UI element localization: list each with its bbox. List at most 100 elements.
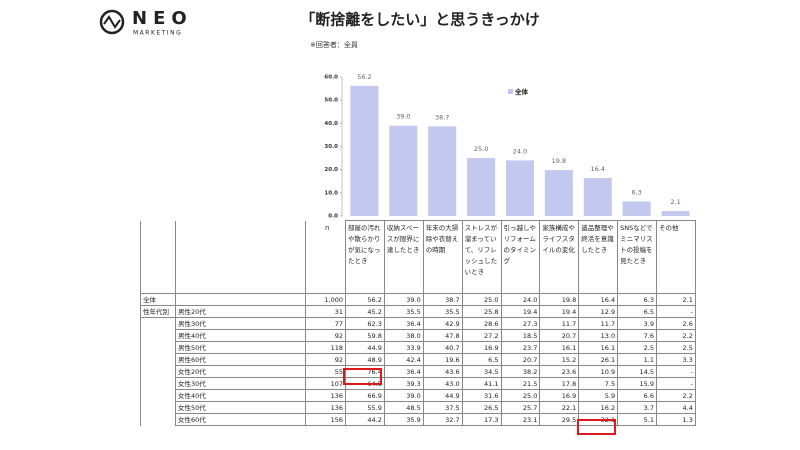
table-cell: 13.0 <box>578 329 619 342</box>
value-label: 25.0 <box>474 145 488 153</box>
bar <box>544 170 573 216</box>
table-row: 全体 1,000 56.2 39.0 38.7 25.0 24.0 19.8 16.4 6.3 2.… <box>140 293 696 306</box>
value-label: 38.7 <box>435 113 449 121</box>
table-cell: 29.5 <box>539 413 580 426</box>
table-cell: 47.8 <box>422 329 463 342</box>
table-cell: 17.8 <box>539 377 580 390</box>
table-cell: 26.1 <box>578 353 619 366</box>
bar <box>389 125 418 216</box>
table-cell <box>140 353 176 366</box>
logo-tagline: MARKETING <box>133 30 182 37</box>
table-cell: 31 <box>305 305 346 318</box>
table-cell: 16.1 <box>539 341 580 354</box>
table-cell: 男性20代 <box>175 305 306 318</box>
table-cell: 21.5 <box>500 377 541 390</box>
table-cell <box>175 293 306 306</box>
table-cell: 43.6 <box>422 365 463 378</box>
y-tick-label: 0.0 <box>328 214 338 220</box>
y-tick-label: 20.0 <box>324 167 338 173</box>
table-cell: 40.7 <box>422 341 463 354</box>
table-cell: 3.9 <box>617 317 657 330</box>
table-cell: 6.5 <box>461 353 502 366</box>
table-cell: 6.6 <box>617 389 657 402</box>
table-cell: 女性50代 <box>175 401 306 414</box>
table-cell <box>140 220 176 294</box>
table-cell <box>140 377 176 390</box>
table-cell: 2.1 <box>656 293 696 306</box>
table-cell: 77 <box>305 317 346 330</box>
table-cell: 19.4 <box>539 305 580 318</box>
value-label: 2.1 <box>670 198 680 206</box>
table-cell: 15.9 <box>617 377 657 390</box>
table-cell <box>140 365 176 378</box>
table-cell: 48.5 <box>383 401 424 414</box>
logo-icon-line <box>103 15 121 29</box>
table-cell: 17.3 <box>461 413 502 426</box>
table-cell: 女性20代 <box>175 365 306 378</box>
table-cell: 6.3 <box>617 293 657 306</box>
table-cell: 12.9 <box>578 305 619 318</box>
table-cell <box>140 317 176 330</box>
table-cell: 男性30代 <box>175 317 306 330</box>
table-cell: 39.0 <box>383 389 424 402</box>
bar <box>661 211 690 216</box>
table-cell: 女性40代 <box>175 389 306 402</box>
table-cell: 55.9 <box>345 401 385 414</box>
table-cell <box>140 329 176 342</box>
table-cell: 3.3 <box>656 353 696 366</box>
table-cell: 性年代別 <box>140 305 176 318</box>
table-cell: 23.7 <box>500 341 541 354</box>
table-cell: 11.7 <box>578 317 619 330</box>
table-row: 女性60代 156 44.2 35.9 32.7 17.3 23.1 29.5 32.1 5.1 1… <box>140 413 696 426</box>
table-cell: 56.2 <box>345 293 385 306</box>
table: 部屋の汚れや散らかりが気になったとき 収納スペースが限界に達したとき 年末の大掃除や… <box>140 220 696 426</box>
table-row: 女性30代 107 64.5 39.3 43.0 41.1 21.5 17.8 7.5 15.9- <box>140 377 696 390</box>
table-cell: 35.5 <box>383 305 424 318</box>
table-cell: 42.9 <box>422 317 463 330</box>
table-cell: 4.4 <box>656 401 696 414</box>
value-label: 39.0 <box>396 113 410 121</box>
table-cell: 41.1 <box>461 377 502 390</box>
table-cell: 6.5 <box>617 305 657 318</box>
table-cell: 遺品整理や終活を意識したとき <box>578 220 619 294</box>
table-cell: 11.7 <box>539 317 580 330</box>
table-cell: 部屋の汚れや散らかりが気になったとき <box>345 220 385 294</box>
table-cell: 20.7 <box>500 353 541 366</box>
value-label: 19.8 <box>552 157 566 165</box>
table-cell: 59.8 <box>345 329 385 342</box>
table-row: 男性60代 92 48.9 42.4 19.6 6.5 20.7 15.2 26.1 1.1 3.3 <box>140 353 696 366</box>
table-cell <box>140 401 176 414</box>
table-cell: 全体 <box>140 293 176 306</box>
table-cell: 引っ越しやリフォームのタイミング <box>500 220 541 294</box>
table-cell: 18.5 <box>500 329 541 342</box>
table-row: 男性30代 77 62.3 36.4 42.9 28.6 27.3 11.7 11.7 3.9 2.… <box>140 317 696 330</box>
table-cell: 19.6 <box>422 353 463 366</box>
legend-swatch <box>508 89 513 94</box>
table-cell: 家族構成やライフスタイルの変化 <box>539 220 580 294</box>
table-cell: 25.8 <box>461 305 502 318</box>
table-cell: 女性30代 <box>175 377 306 390</box>
table-cell: 38.7 <box>422 293 463 306</box>
value-label: 16.4 <box>591 165 605 173</box>
value-label: 56.2 <box>357 73 371 81</box>
bar <box>583 178 612 216</box>
logo-icon <box>99 9 125 35</box>
table-row: 男性50代 118 44.9 33.9 40.7 16.9 23.7 16.1 16.1 2.5 2… <box>140 341 696 354</box>
highlight-box <box>343 368 382 385</box>
y-tick-label: 60.0 <box>324 75 338 81</box>
table-cell: 7.6 <box>617 329 657 342</box>
table-cell <box>140 413 176 426</box>
table-cell: 35.5 <box>422 305 463 318</box>
table-cell: 5.9 <box>578 389 619 402</box>
table-cell: 女性60代 <box>175 413 306 426</box>
table-cell: 年末の大掃除や衣替えの時期 <box>422 220 463 294</box>
table-cell: 2.5 <box>617 341 657 354</box>
table-cell: - <box>656 365 696 378</box>
table-cell: その他 <box>656 220 696 294</box>
table-cell: 35.9 <box>383 413 424 426</box>
table-row: 部屋の汚れや散らかりが気になったとき 収納スペースが限界に達したとき 年末の大掃除や… <box>140 220 696 294</box>
bar <box>467 158 496 216</box>
logo-name: NEO <box>132 8 193 29</box>
table-cell: 26.5 <box>461 401 502 414</box>
table-cell: 3.7 <box>617 401 657 414</box>
